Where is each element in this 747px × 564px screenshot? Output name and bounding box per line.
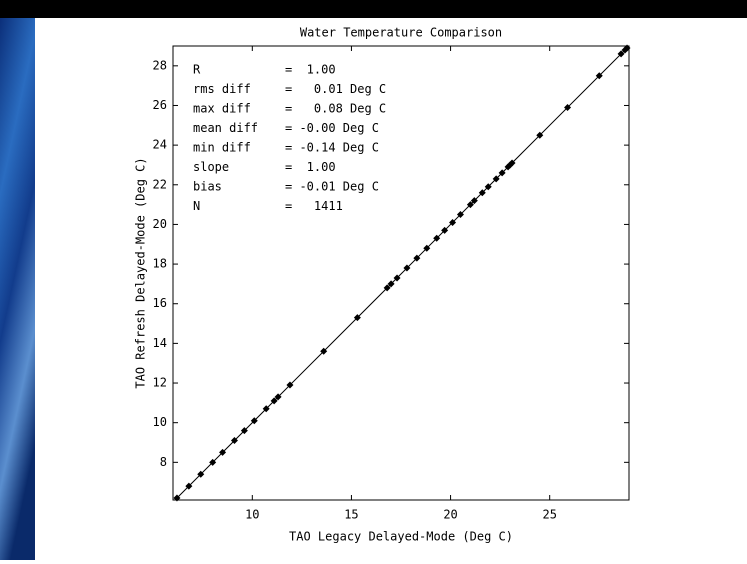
point: [595, 72, 603, 80]
y-tick-label: 24: [153, 138, 167, 152]
stat-label: rms diff: [193, 82, 251, 96]
y-tick-label: 10: [153, 415, 167, 429]
stat-value: = 0.08 Deg C: [285, 102, 386, 116]
y-tick-label: 12: [153, 376, 167, 390]
stat-value: = 1411: [285, 199, 343, 213]
y-axis-label: TAO Refresh Delayed-Mode (Deg C): [134, 157, 148, 388]
point: [286, 381, 294, 389]
chart-title: Water Temperature Comparison: [300, 26, 502, 40]
y-tick-label: 16: [153, 296, 167, 310]
point: [449, 218, 457, 226]
y-tick-label: 18: [153, 257, 167, 271]
stat-value: = -0.14 Deg C: [285, 141, 379, 155]
point: [617, 50, 625, 58]
y-tick-label: 22: [153, 177, 167, 191]
stat-value: = -0.01 Deg C: [285, 180, 379, 194]
point: [387, 280, 395, 288]
y-tick-label: 8: [160, 455, 167, 469]
point: [230, 437, 238, 445]
point: [623, 44, 631, 52]
stat-label: N: [193, 199, 200, 213]
point: [536, 131, 544, 139]
point: [466, 201, 474, 209]
stat-label: bias: [193, 180, 222, 194]
stat-label: R: [193, 63, 201, 77]
stat-value: = 0.01 Deg C: [285, 82, 386, 96]
point: [393, 274, 401, 282]
point: [478, 189, 486, 197]
point: [250, 417, 258, 425]
point: [403, 264, 411, 272]
stat-label: max diff: [193, 102, 251, 116]
point: [262, 405, 270, 413]
y-tick-label: 26: [153, 98, 167, 112]
side-image: [0, 18, 35, 560]
point: [441, 226, 449, 234]
identity-line: [174, 45, 630, 501]
point: [197, 470, 205, 478]
point: [470, 197, 478, 205]
point: [219, 448, 227, 456]
point: [240, 427, 248, 435]
y-tick-label: 28: [153, 58, 167, 72]
x-tick-label: 25: [542, 508, 556, 522]
point: [498, 169, 506, 177]
point: [492, 175, 500, 183]
x-tick-label: 20: [443, 508, 457, 522]
point: [508, 159, 516, 167]
point: [173, 494, 181, 502]
point: [185, 482, 193, 490]
y-tick-label: 20: [153, 217, 167, 231]
top-bar: [0, 0, 747, 18]
point: [383, 284, 391, 292]
x-axis-label: TAO Legacy Delayed-Mode (Deg C): [289, 530, 513, 544]
point: [564, 103, 572, 111]
point: [274, 393, 282, 401]
point: [270, 397, 278, 405]
stat-label: slope: [193, 160, 229, 174]
y-tick-label: 14: [153, 336, 167, 350]
stat-value: = -0.00 Deg C: [285, 121, 379, 135]
point: [456, 211, 464, 219]
point: [209, 458, 217, 466]
x-tick-label: 15: [344, 508, 358, 522]
point: [413, 254, 421, 262]
stat-label: min diff: [193, 141, 251, 155]
point: [433, 234, 441, 242]
point: [423, 244, 431, 252]
x-tick-label: 10: [245, 508, 259, 522]
point: [484, 183, 492, 191]
point: [320, 347, 328, 355]
stat-value: = 1.00: [285, 160, 336, 174]
stat-value: = 1.00: [285, 63, 336, 77]
stat-label: mean diff: [193, 121, 258, 135]
point: [353, 314, 361, 322]
